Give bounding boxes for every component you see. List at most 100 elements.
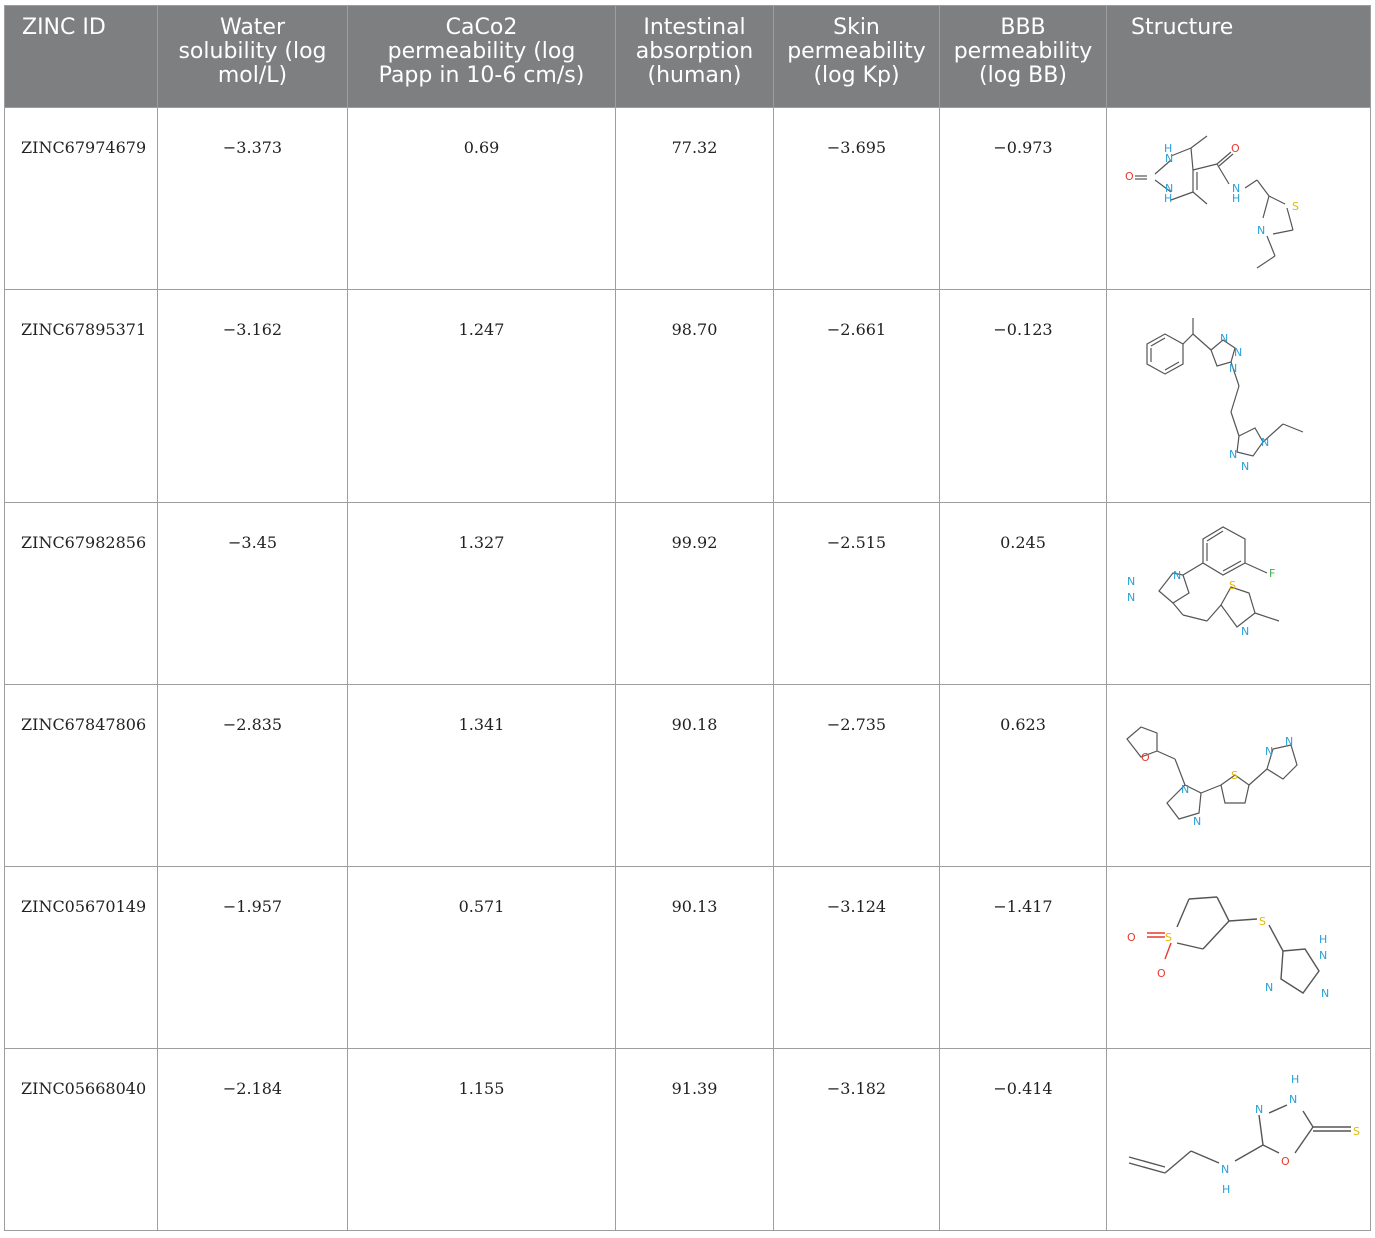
zinc-id-cell: ZINC67895371 [4,289,158,503]
zinc-id-cell: ZINC67847806 [4,684,158,867]
atom-s: S [1165,931,1172,944]
atom-n: N [1193,815,1201,828]
atom-o: O [1127,931,1136,944]
header-line: Water [219,15,286,40]
intestinal-absorption-cell: 77.32 [615,107,774,290]
atom-s: S [1231,769,1238,782]
bbb-permeability-cell: 0.623 [939,684,1107,867]
atom-n: N [1255,1103,1263,1116]
intestinal-absorption-cell: 99.92 [615,502,774,685]
skin-permeability-cell: −2.735 [773,684,940,867]
bbb-permeability-cell: −0.123 [939,289,1107,503]
atom-n: N [1127,575,1135,588]
caco2-cell: 1.155 [347,1048,616,1231]
atom-n: N [1165,152,1173,165]
atom-h: H [1319,933,1327,946]
atom-o: O [1281,1155,1290,1168]
atom-n: N [1173,569,1181,582]
atom-s: S [1292,200,1299,213]
water-solubility-cell: −1.957 [157,866,348,1049]
atom-n: N [1229,448,1237,461]
table-row: ZINC05668040 −2.184 1.155 91.39 −3.182 −… [4,1048,1371,1231]
header-line: absorption [635,39,754,64]
zinc-id-cell: ZINC05670149 [4,866,158,1049]
caco2-cell: 0.571 [347,866,616,1049]
bbb-permeability-cell: −0.414 [939,1048,1107,1231]
intestinal-absorption-cell: 91.39 [615,1048,774,1231]
header-line: BBB [1000,15,1046,40]
atom-n: N [1265,981,1273,994]
atom-n: N [1319,949,1327,962]
structure-cell: N N N N S F [1106,502,1371,685]
skin-permeability-cell: −2.661 [773,289,940,503]
header-line: (log Kp) [813,63,900,88]
header-line: Skin [833,15,880,40]
skin-permeability-cell: −3.695 [773,107,940,290]
header-line: permeability (log [387,39,576,64]
table-row: ZINC67895371 −3.162 1.247 98.70 −2.661 −… [4,289,1371,503]
header-line: permeability [953,39,1093,64]
header-line: (human) [647,63,742,88]
water-solubility-cell: −3.373 [157,107,348,290]
bbb-permeability-cell: −1.417 [939,866,1107,1049]
atom-o: O [1141,751,1150,764]
structure-cell: N N N N N N [1106,289,1371,503]
structure-cell: O N N N N S [1106,684,1371,867]
water-solubility-cell: −3.45 [157,502,348,685]
structure-cell: N H N N H O S [1106,1048,1371,1231]
atom-n: N [1221,1163,1229,1176]
atom-o: O [1157,967,1166,980]
table-row: ZINC67847806 −2.835 1.341 90.18 −2.735 0… [4,684,1371,867]
header-bbb-permeability: BBB permeability (log BB) [939,5,1107,108]
header-line: permeability [787,39,926,64]
header-line: Intestinal [643,15,746,40]
header-line: Papp in 10-6 cm/s) [378,63,585,88]
header-line: CaCo2 [445,15,518,40]
molecule-zinc67895371-icon: N N N N N N [1146,318,1304,473]
skin-permeability-cell: −3.182 [773,1048,940,1231]
atom-s: S [1353,1125,1360,1138]
header-caco2: CaCo2 permeability (log Papp in 10-6 cm/… [347,5,616,108]
atom-n: N [1229,362,1237,375]
header-structure: Structure [1106,5,1371,108]
table-row: ZINC67982856 −3.45 1.327 99.92 −2.515 0.… [4,502,1371,685]
caco2-cell: 1.327 [347,502,616,685]
atom-h: H [1164,142,1172,155]
atom-h: H [1222,1183,1230,1196]
atom-s: S [1229,579,1236,592]
atom-n: N [1127,591,1135,604]
table-row: ZINC67974679 −3.373 0.69 77.32 −3.695 −0… [4,107,1371,290]
water-solubility-cell: −3.162 [157,289,348,503]
header-intestinal-absorption: Intestinal absorption (human) [615,5,774,108]
bbb-permeability-cell: −0.973 [939,107,1107,290]
atom-n: N [1181,783,1189,796]
caco2-cell: 1.247 [347,289,616,503]
atom-h: H [1291,1073,1299,1086]
atom-n: N [1289,1093,1297,1106]
atom-n: N [1265,745,1273,758]
atom-n: N [1285,735,1293,748]
intestinal-absorption-cell: 90.18 [615,684,774,867]
water-solubility-cell: −2.184 [157,1048,348,1231]
table-row: ZINC05670149 −1.957 0.571 90.13 −3.124 −… [4,866,1371,1049]
header-skin-permeability: Skin permeability (log Kp) [773,5,940,108]
header-zinc-id: ZINC ID [4,5,158,108]
atom-n: N [1241,460,1249,473]
caco2-cell: 0.69 [347,107,616,290]
atom-o: O [1231,142,1240,155]
atom-n: N [1234,346,1242,359]
molecule-zinc67982856-icon: N N N N S F [1127,526,1280,638]
adme-properties-table: ZINC ID Water solubility (log mol/L) CaC… [4,5,1371,1231]
molecule-zinc05670149-icon: O O S S H N N N [1127,896,1329,1000]
intestinal-absorption-cell: 90.13 [615,866,774,1049]
atom-s: S [1259,915,1266,928]
intestinal-absorption-cell: 98.70 [615,289,774,503]
molecule-zinc67847806-icon: O N N N N S [1126,726,1298,828]
header-row: ZINC ID Water solubility (log mol/L) CaC… [4,5,1371,108]
zinc-id-cell: ZINC67974679 [4,107,158,290]
atom-h: H [1232,192,1240,205]
bbb-permeability-cell: 0.245 [939,502,1107,685]
atom-n: N [1165,182,1173,195]
zinc-id-cell: ZINC05668040 [4,1048,158,1231]
header-line: mol/L) [217,63,288,88]
